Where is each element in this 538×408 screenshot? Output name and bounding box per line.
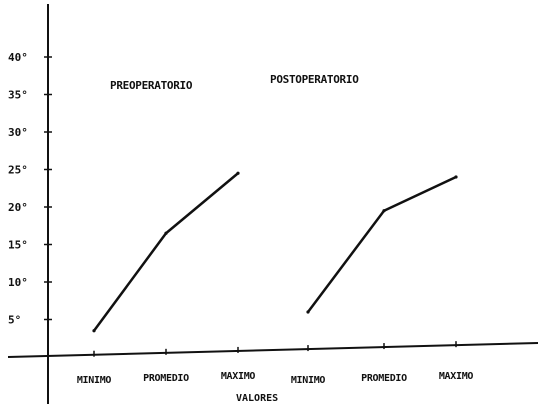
x-tick-label: MAXIMO <box>439 371 474 382</box>
x-tick-label: MAXIMO <box>221 371 256 382</box>
y-tick-label: 15° <box>8 239 28 252</box>
panel-2: POSTOPERATORIO MINIMO PROMEDIO MAXIMO <box>270 73 474 386</box>
panel-title: PREOPERATORIO <box>110 79 193 92</box>
data-point <box>164 231 168 235</box>
y-tick-label: 35° <box>8 89 28 102</box>
x-axis <box>7 342 538 358</box>
x-tick-label: MINIMO <box>291 375 326 386</box>
panel-title: POSTOPERATORIO <box>270 73 359 86</box>
x-tick-label: PROMEDIO <box>361 373 407 384</box>
x-tick-label: PROMEDIO <box>143 373 189 384</box>
y-tick-label: 30° <box>8 126 28 139</box>
y-tick-label: 5° <box>8 314 21 327</box>
x-axis-title: VALORES <box>236 393 278 404</box>
data-point <box>454 175 458 179</box>
y-ticks: 5° 10° 15° 20° 25° 30° 35° 40° <box>8 51 52 327</box>
data-point <box>236 171 240 175</box>
panel-1: PREOPERATORIO MINIMO PROMEDIO MAXIMO <box>77 79 256 386</box>
series-line <box>92 172 239 332</box>
y-tick-label: 20° <box>8 201 28 214</box>
data-point <box>306 310 310 314</box>
data-point <box>92 329 96 333</box>
series-line <box>307 175 457 313</box>
y-tick-label: 25° <box>8 164 28 177</box>
data-point <box>382 209 386 213</box>
x-tick-label: MINIMO <box>77 375 112 386</box>
y-tick-label: 40° <box>8 51 28 64</box>
y-tick-label: 10° <box>8 276 28 289</box>
